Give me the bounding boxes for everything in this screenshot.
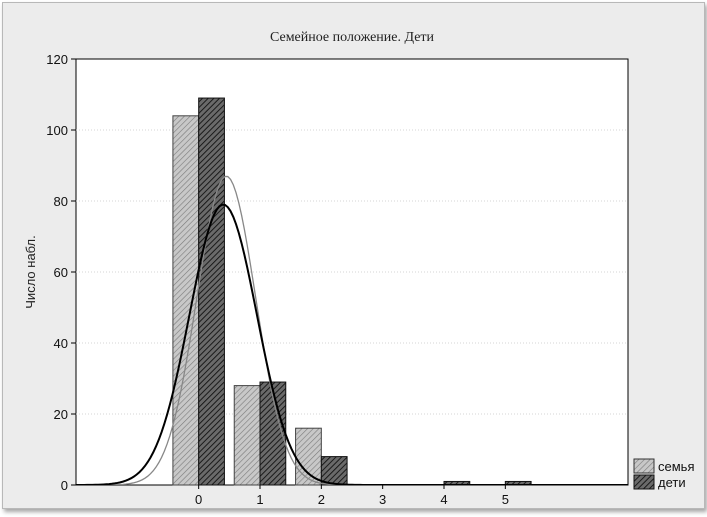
x-tick-label: 1 (256, 492, 263, 507)
legend-label-semya: семья (658, 459, 694, 474)
chart-frame: 0 20 40 60 80 100 120 0 1 2 3 4 5 Семейное положение… (2, 2, 705, 509)
x-tick-label: 0 (195, 492, 202, 507)
legend: семья дети (633, 458, 694, 490)
y-tick-label: 20 (54, 407, 68, 422)
y-tick-label: 100 (46, 123, 68, 138)
bar-semya-0 (172, 115, 200, 486)
bar-deti-0 (198, 97, 225, 486)
y-tick-label: 120 (46, 52, 68, 67)
chart-title: Семейное положение. Дети (270, 30, 435, 45)
grid (76, 129, 628, 415)
y-axis-label: Число набл. (23, 235, 38, 308)
y-tick-label: 0 (61, 478, 68, 493)
x-tick-label: 2 (318, 492, 325, 507)
legend-item-semya: семья (633, 458, 694, 474)
bar-semya-2 (295, 427, 322, 486)
x-tick-label: 4 (440, 492, 447, 507)
bar-deti-2 (320, 456, 348, 486)
legend-item-deti: дети (633, 474, 686, 490)
fit-curve-deti (76, 203, 628, 485)
legend-label-deti: дети (658, 475, 686, 490)
x-tick-label: 5 (502, 492, 509, 507)
chart: 0 20 40 60 80 100 120 0 1 2 3 4 5 Семейное положение… (23, 30, 694, 507)
legend-swatch-semya (633, 458, 655, 474)
y-tick-label: 80 (54, 194, 68, 209)
bars (172, 97, 532, 486)
y-tick-label: 60 (54, 265, 68, 280)
axes: 0 20 40 60 80 100 120 0 1 2 3 4 5 (46, 52, 509, 507)
bar-semya-1 (233, 385, 261, 486)
fit-curves (76, 175, 628, 485)
x-tick-label: 3 (379, 492, 386, 507)
y-tick-label: 40 (54, 336, 68, 351)
legend-swatch-deti (633, 474, 655, 490)
